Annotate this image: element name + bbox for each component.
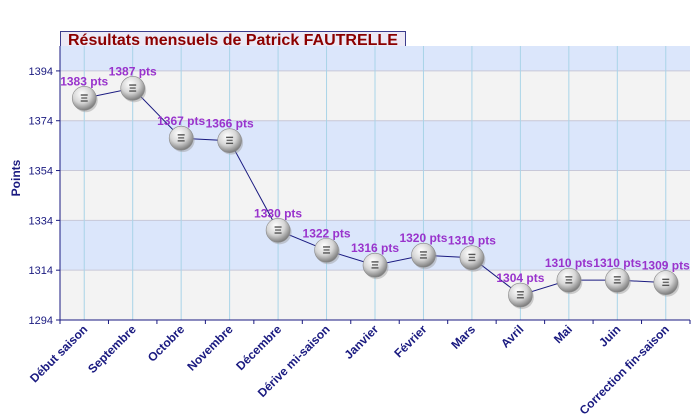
ball-logo-mark	[81, 97, 88, 99]
x-tick-label: Octobre	[145, 322, 188, 365]
ball-logo-mark	[468, 256, 475, 259]
y-tick-label: 1354	[29, 166, 53, 178]
ball-logo-mark	[468, 259, 476, 262]
x-tick-label: Novembre	[184, 322, 236, 374]
x-tick-label: Février	[391, 322, 429, 360]
ball-logo-mark	[177, 140, 185, 142]
data-label: 1319 pts	[448, 234, 496, 248]
y-tick-label: 1394	[29, 66, 53, 78]
x-tick-label: Septembre	[85, 322, 139, 376]
ball-logo-mark	[565, 282, 573, 284]
ball-logo-mark	[419, 251, 427, 253]
data-point	[508, 282, 534, 310]
y-tick-label: 1334	[29, 215, 53, 227]
data-point	[217, 128, 244, 155]
ball-logo-mark	[371, 267, 379, 269]
ball-logo-mark	[226, 139, 233, 142]
ball-logo-mark	[517, 294, 524, 296]
ball-logo-mark	[80, 100, 88, 102]
data-label: 1309 pts	[642, 259, 690, 273]
ball-logo-mark	[274, 226, 282, 228]
data-label: 1330 pts	[254, 206, 302, 220]
ball-logo-mark	[80, 94, 88, 96]
ball-logo-mark	[565, 279, 572, 281]
ball-logo-mark	[226, 142, 234, 145]
data-point	[556, 267, 583, 295]
ball-logo-mark	[614, 279, 621, 281]
data-label: 1310 pts	[545, 256, 593, 270]
ball-logo-mark	[129, 84, 137, 86]
x-tick-label: Début saison	[27, 322, 90, 385]
x-tick-label: Avril	[498, 322, 526, 350]
data-point	[265, 218, 292, 245]
ball-logo-mark	[178, 137, 185, 139]
data-point	[411, 242, 437, 270]
ball-logo-mark	[419, 257, 427, 259]
data-label: 1320 pts	[399, 231, 447, 245]
y-tick-label: 1374	[29, 116, 53, 128]
ball-logo-mark	[323, 249, 330, 251]
ball-logo-mark	[372, 264, 378, 266]
data-label: 1366 pts	[206, 117, 254, 131]
y-tick-labels: 1294 1314 1334 1354 1374 1394	[29, 66, 53, 327]
ball-logo-mark	[226, 136, 234, 139]
ball-logo-mark	[662, 281, 669, 284]
x-tick-label: Juin	[596, 322, 623, 349]
x-tick-label: Janvier	[342, 322, 382, 362]
x-tick-label: Mai	[551, 322, 575, 346]
y-tick-label: 1294	[29, 315, 53, 327]
data-points	[71, 76, 680, 310]
data-label: 1310 pts	[593, 256, 641, 270]
ball-logo-mark	[274, 232, 282, 234]
y-tick-label: 1314	[29, 265, 53, 277]
ball-logo-mark	[323, 252, 331, 254]
data-label: 1322 pts	[303, 226, 351, 240]
ball-logo-mark	[323, 246, 331, 248]
data-point	[362, 252, 389, 280]
ball-logo-mark	[516, 297, 524, 299]
ball-logo-mark	[565, 276, 573, 278]
data-point	[120, 76, 147, 103]
data-label: 1383 pts	[60, 74, 108, 88]
ball-logo-mark	[129, 87, 136, 89]
x-tick-label: Décembre	[233, 322, 284, 373]
ball-logo-mark	[177, 134, 185, 136]
data-point	[605, 267, 631, 295]
ball-logo-mark	[662, 284, 670, 287]
ball-logo-mark	[516, 291, 524, 293]
data-label: 1387 pts	[109, 64, 157, 78]
data-point	[314, 237, 341, 265]
data-point	[653, 270, 680, 297]
chart-title: Résultats mensuels de Patrick FAUTRELLE	[68, 32, 398, 49]
ball-logo-mark	[468, 253, 476, 256]
data-label: 1367 pts	[157, 114, 205, 128]
x-tick-label: Mars	[448, 322, 478, 352]
data-point	[459, 245, 486, 272]
ball-logo-mark	[129, 90, 137, 92]
x-tick-label: Correction fin-saison	[577, 322, 672, 417]
axes	[56, 46, 691, 324]
ball-logo-mark	[613, 276, 621, 278]
ball-logo-mark	[613, 282, 621, 284]
ball-logo-mark	[275, 229, 282, 231]
data-label: 1304 pts	[496, 271, 544, 285]
y-axis-label: Points	[9, 159, 23, 196]
data-label: 1316 pts	[351, 241, 399, 255]
data-point	[168, 125, 195, 153]
ball-logo-mark	[371, 261, 379, 263]
data-point	[71, 86, 98, 113]
ball-logo-mark	[662, 278, 670, 281]
ball-logo-mark	[420, 254, 427, 256]
